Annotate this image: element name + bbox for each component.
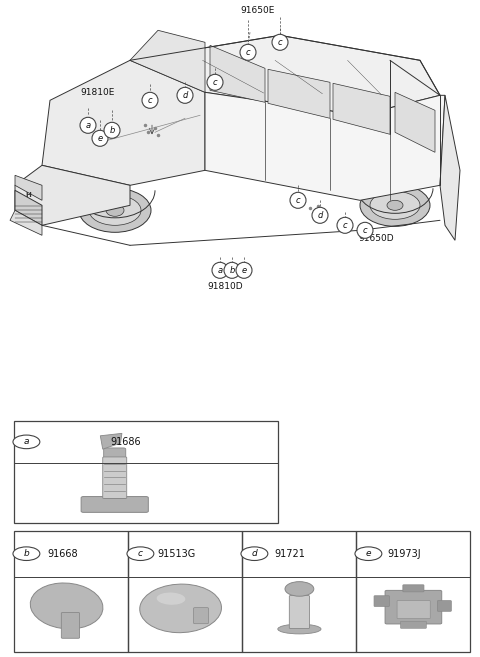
FancyBboxPatch shape [103, 457, 127, 499]
Text: c: c [148, 96, 152, 105]
Ellipse shape [166, 93, 184, 104]
Polygon shape [15, 166, 130, 225]
FancyBboxPatch shape [289, 595, 310, 629]
Text: 91721: 91721 [275, 549, 306, 558]
Text: H: H [25, 193, 31, 198]
Ellipse shape [21, 191, 35, 200]
Text: d: d [182, 91, 188, 100]
Polygon shape [42, 60, 205, 185]
FancyBboxPatch shape [385, 591, 442, 624]
Text: d: d [317, 211, 323, 220]
Text: e: e [97, 134, 103, 143]
Text: a: a [24, 438, 29, 446]
Circle shape [290, 193, 306, 208]
Ellipse shape [360, 185, 430, 226]
Circle shape [312, 208, 328, 223]
Circle shape [224, 262, 240, 279]
Text: 91810D: 91810D [207, 283, 243, 291]
Polygon shape [130, 30, 205, 93]
Text: 91810E: 91810E [80, 88, 114, 97]
Circle shape [357, 222, 373, 238]
Text: 91650D: 91650D [358, 234, 394, 243]
Circle shape [104, 122, 120, 139]
Text: c: c [343, 221, 348, 230]
Circle shape [337, 217, 353, 233]
Ellipse shape [370, 191, 420, 219]
FancyBboxPatch shape [346, 154, 362, 162]
Text: 91668: 91668 [47, 549, 78, 558]
Circle shape [236, 262, 252, 279]
Text: b: b [109, 125, 115, 135]
Circle shape [127, 547, 154, 560]
Circle shape [272, 34, 288, 51]
Circle shape [212, 262, 228, 279]
Text: 91513G: 91513G [157, 549, 195, 558]
Polygon shape [333, 83, 390, 134]
Text: c: c [213, 78, 217, 87]
Text: b: b [229, 266, 235, 275]
Circle shape [355, 547, 382, 560]
Ellipse shape [89, 195, 141, 225]
Text: 91973J: 91973J [387, 549, 421, 558]
Ellipse shape [387, 200, 403, 210]
FancyBboxPatch shape [193, 608, 208, 623]
Ellipse shape [106, 204, 124, 216]
FancyBboxPatch shape [374, 596, 389, 606]
FancyBboxPatch shape [61, 612, 80, 639]
Circle shape [142, 93, 158, 108]
Circle shape [177, 87, 193, 103]
FancyBboxPatch shape [400, 622, 426, 628]
FancyBboxPatch shape [437, 600, 451, 611]
Ellipse shape [79, 189, 151, 233]
Text: b: b [24, 549, 29, 558]
Polygon shape [130, 35, 440, 116]
Text: c: c [278, 38, 282, 47]
Polygon shape [268, 69, 330, 118]
Polygon shape [100, 434, 122, 449]
Text: c: c [246, 48, 250, 57]
Ellipse shape [30, 583, 103, 629]
Text: a: a [217, 266, 223, 275]
Polygon shape [395, 93, 435, 152]
Text: 91650E: 91650E [241, 7, 275, 15]
Circle shape [92, 130, 108, 147]
Text: e: e [366, 549, 371, 558]
Text: c: c [296, 196, 300, 205]
Ellipse shape [140, 584, 221, 633]
Circle shape [13, 435, 40, 449]
Polygon shape [10, 210, 42, 235]
Ellipse shape [278, 624, 321, 634]
Circle shape [241, 547, 268, 560]
Text: a: a [85, 121, 91, 130]
Text: c: c [138, 549, 143, 558]
Text: 91686: 91686 [110, 437, 141, 447]
FancyBboxPatch shape [104, 448, 126, 460]
FancyBboxPatch shape [403, 585, 424, 592]
Text: c: c [363, 226, 367, 235]
Circle shape [207, 74, 223, 90]
Polygon shape [205, 93, 445, 200]
Polygon shape [15, 175, 42, 200]
FancyBboxPatch shape [281, 139, 297, 147]
Circle shape [240, 44, 256, 60]
Circle shape [13, 547, 40, 560]
Polygon shape [15, 191, 42, 225]
Ellipse shape [156, 593, 185, 605]
Text: e: e [241, 266, 247, 275]
Text: d: d [252, 549, 257, 558]
FancyBboxPatch shape [397, 600, 430, 619]
Polygon shape [210, 45, 265, 102]
Circle shape [285, 581, 314, 597]
Circle shape [80, 118, 96, 133]
FancyBboxPatch shape [81, 497, 148, 512]
Polygon shape [440, 95, 460, 240]
